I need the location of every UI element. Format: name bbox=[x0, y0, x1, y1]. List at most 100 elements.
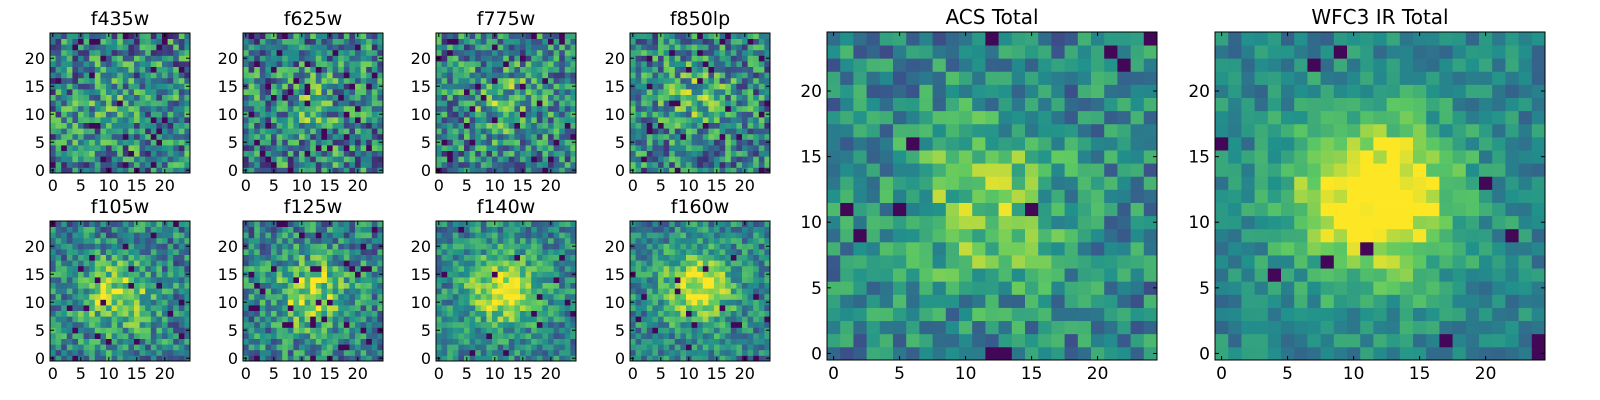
heatmap-cell bbox=[497, 145, 504, 151]
heatmap-cell bbox=[469, 221, 476, 227]
heatmap-cell bbox=[503, 221, 510, 227]
heatmap-cell bbox=[447, 310, 454, 317]
heatmap-cell bbox=[548, 333, 554, 339]
heatmap-cell bbox=[674, 89, 681, 95]
heatmap-cell bbox=[282, 122, 289, 129]
heatmap-cell bbox=[503, 139, 510, 146]
heatmap-cell bbox=[366, 38, 373, 45]
heatmap-cell bbox=[293, 232, 300, 239]
heatmap-cell bbox=[117, 310, 124, 317]
heatmap-cell bbox=[349, 232, 356, 239]
heatmap-cell bbox=[355, 333, 361, 339]
heatmap-cell bbox=[652, 105, 659, 112]
heatmap-cell bbox=[162, 232, 168, 239]
heatmap-cell bbox=[641, 72, 648, 79]
heatmap-cell bbox=[293, 49, 300, 56]
heatmap-cell bbox=[106, 293, 112, 300]
heatmap-cell bbox=[304, 117, 311, 123]
heatmap-cell bbox=[525, 100, 532, 107]
heatmap-cell bbox=[167, 232, 174, 239]
heatmap-cell bbox=[548, 77, 554, 84]
heatmap-cell bbox=[486, 38, 493, 45]
heatmap-cell bbox=[714, 333, 720, 339]
heatmap-cell bbox=[630, 128, 636, 135]
heatmap-cell bbox=[492, 139, 498, 146]
heatmap-cell bbox=[343, 145, 350, 151]
y-tick-label: 10 bbox=[218, 105, 238, 124]
heatmap-cell bbox=[343, 243, 350, 250]
heatmap-cell bbox=[747, 111, 754, 118]
heatmap-cell bbox=[553, 344, 560, 351]
heatmap-cell bbox=[173, 55, 180, 62]
heatmap-cell bbox=[366, 150, 373, 157]
heatmap-cell bbox=[111, 38, 118, 45]
heatmap-cell bbox=[162, 305, 168, 311]
heatmap-cell bbox=[508, 243, 515, 250]
heatmap-cell bbox=[276, 122, 283, 129]
heatmap-cell bbox=[167, 77, 174, 84]
heatmap-cell bbox=[570, 38, 577, 45]
heatmap-cell bbox=[156, 349, 163, 356]
heatmap-cell bbox=[447, 237, 454, 244]
heatmap-cell bbox=[508, 265, 515, 272]
heatmap-cell bbox=[150, 77, 157, 84]
heatmap-cell bbox=[674, 161, 681, 168]
heatmap-cell bbox=[436, 265, 442, 272]
heatmap-cell bbox=[559, 333, 566, 339]
heatmap-cell bbox=[287, 327, 294, 334]
heatmap-cell bbox=[282, 260, 289, 267]
heatmap-cell bbox=[94, 33, 101, 39]
heatmap-cell bbox=[178, 288, 185, 295]
heatmap-cell bbox=[658, 305, 664, 311]
heatmap-cell bbox=[327, 282, 333, 289]
heatmap-cell bbox=[106, 282, 112, 289]
heatmap-cell bbox=[663, 167, 670, 174]
heatmap-cell bbox=[139, 316, 146, 323]
heatmap-cell bbox=[304, 55, 311, 62]
y-tick-label: 0 bbox=[35, 161, 45, 180]
heatmap-cell bbox=[254, 282, 261, 289]
heatmap-cell bbox=[178, 293, 185, 300]
heatmap-cell bbox=[327, 237, 333, 244]
heatmap-cell bbox=[338, 167, 345, 174]
heatmap-cell bbox=[61, 293, 68, 300]
heatmap-cell bbox=[304, 288, 311, 295]
heatmap-cell bbox=[508, 77, 515, 84]
heatmap-cell bbox=[486, 122, 493, 129]
heatmap-cell bbox=[100, 260, 107, 267]
heatmap-cell bbox=[475, 321, 482, 328]
heatmap-cell bbox=[117, 349, 124, 356]
heatmap-cell bbox=[106, 61, 112, 67]
heatmap-cell bbox=[162, 316, 168, 323]
heatmap-cell bbox=[265, 254, 272, 261]
heatmap-cell bbox=[111, 167, 118, 174]
heatmap-cell bbox=[327, 232, 333, 239]
heatmap-cell bbox=[304, 111, 311, 118]
heatmap-cell bbox=[520, 254, 526, 261]
heatmap-cell bbox=[486, 321, 493, 328]
heatmap-cell bbox=[304, 293, 311, 300]
heatmap-cell bbox=[371, 293, 378, 300]
heatmap-cell bbox=[548, 150, 554, 157]
heatmap-cell bbox=[89, 139, 96, 146]
heatmap-cell bbox=[304, 89, 311, 95]
heatmap-cell bbox=[542, 38, 549, 45]
heatmap-cell bbox=[480, 321, 487, 328]
heatmap-cell bbox=[719, 122, 726, 129]
heatmap-cell bbox=[641, 150, 648, 157]
x-tick-label: 15 bbox=[127, 176, 147, 195]
heatmap-cell bbox=[248, 145, 255, 151]
heatmap-cell bbox=[287, 156, 294, 163]
heatmap-cell bbox=[635, 89, 642, 95]
heatmap-cell bbox=[327, 122, 333, 129]
heatmap-cell bbox=[83, 293, 90, 300]
heatmap-cell bbox=[150, 310, 157, 317]
heatmap-cell bbox=[686, 49, 692, 56]
heatmap-cell bbox=[559, 100, 566, 107]
y-tick-label: 10 bbox=[605, 105, 625, 124]
heatmap-cell bbox=[293, 288, 300, 295]
heatmap-cell bbox=[304, 349, 311, 356]
heatmap-cell bbox=[178, 44, 185, 51]
heatmap-cell bbox=[117, 316, 124, 323]
